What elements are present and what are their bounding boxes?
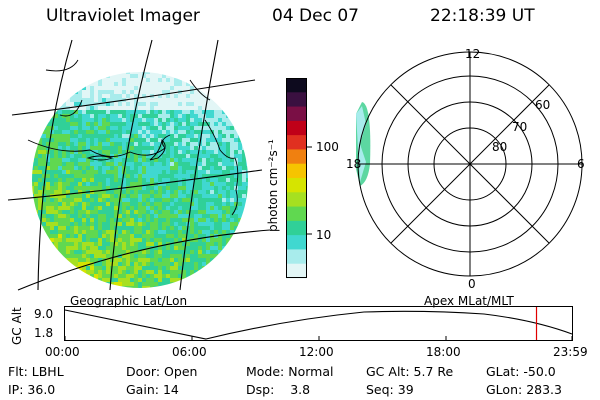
altitude-left-title: Geographic Lat/Lon — [70, 294, 188, 308]
polar-plot — [356, 51, 583, 277]
instrument-title: Ultraviolet Imager — [46, 6, 200, 26]
status-seq: Seq: 39 — [366, 382, 414, 397]
status-glon: GLon: 283.3 — [486, 382, 562, 397]
status-door: Door: Open — [126, 364, 198, 379]
status-flt: Flt: LBHL — [8, 364, 64, 379]
colorbar-tick-100: 100 — [316, 140, 339, 154]
status-dsp: Dsp: 3.8 — [246, 382, 311, 397]
mlt-label-6: 6 — [577, 157, 585, 171]
altitude-ytick-low: 1.8 — [34, 326, 54, 340]
status-gc-alt: GC Alt: 5.7 Re — [366, 364, 454, 379]
color-bar — [286, 78, 312, 279]
lat-label-70: 70 — [512, 120, 528, 134]
colorbar-tick-10: 10 — [316, 228, 332, 242]
time-label: 22:18:39 UT — [430, 6, 535, 26]
status-ip: IP: 36.0 — [8, 382, 56, 397]
lat-label-60: 60 — [535, 98, 551, 112]
altitude-plot — [64, 306, 573, 341]
xtick-2359: 23:59 — [553, 345, 588, 359]
altitude-curve — [64, 309, 573, 340]
date-label: 04 Dec 07 — [272, 6, 359, 26]
mlt-label-18: 18 — [346, 157, 362, 171]
altitude-ytick-high: 9.0 — [34, 307, 54, 321]
lat-label-80: 80 — [492, 140, 508, 154]
xtick-0600: 06:00 — [172, 345, 207, 359]
status-glat: GLat: -50.0 — [486, 364, 556, 379]
altitude-axis-label: GC Alt — [10, 307, 24, 345]
altitude-right-title: Apex MLat/MLT — [424, 294, 514, 308]
xtick-1200: 12:00 — [299, 345, 334, 359]
colorbar-unit-label: photon cm⁻²s⁻¹ — [266, 139, 280, 232]
xtick-1800: 18:00 — [426, 345, 461, 359]
status-gain: Gain: 14 — [126, 382, 179, 397]
status-mode: Mode: Normal — [246, 364, 334, 379]
xtick-0000: 00:00 — [45, 345, 80, 359]
mlt-label-0: 0 — [468, 277, 476, 291]
geographic-image — [7, 39, 271, 291]
mlt-label-12: 12 — [465, 47, 481, 61]
